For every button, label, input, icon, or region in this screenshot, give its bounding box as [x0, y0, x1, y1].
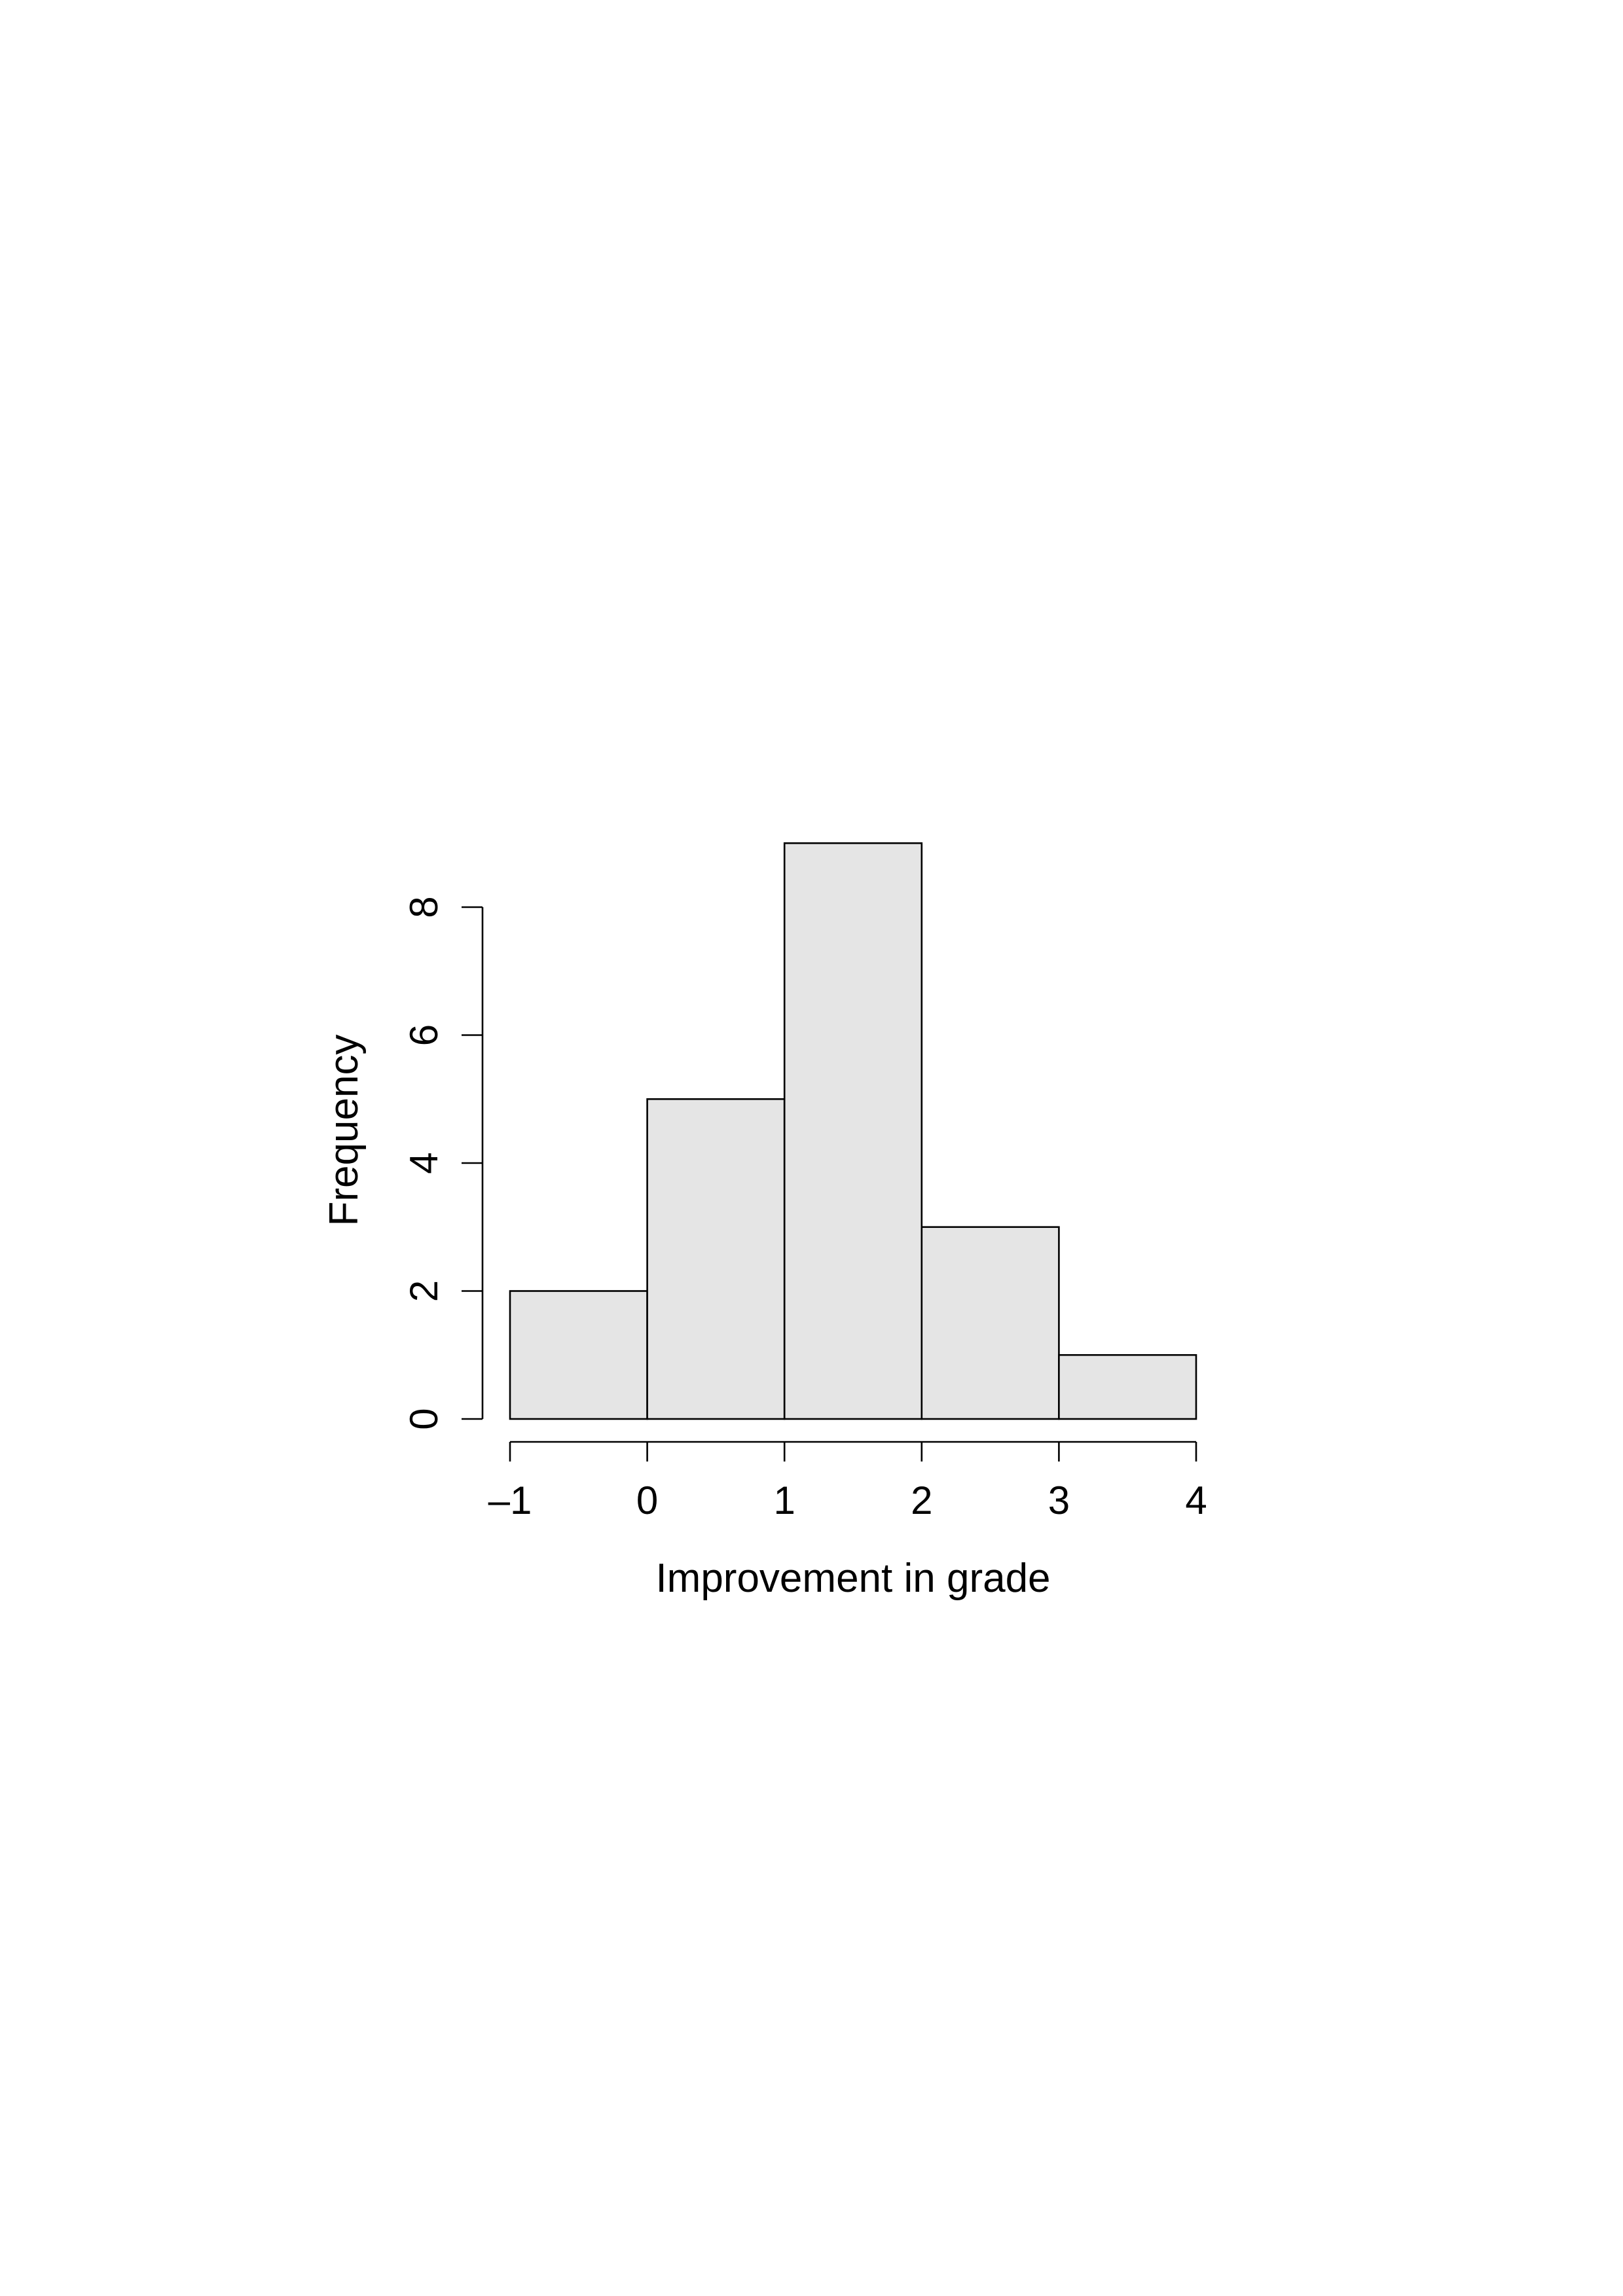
- x-tick-label-5: 4: [1185, 1479, 1207, 1522]
- histogram-bar-3: [921, 1226, 1060, 1420]
- y-axis: 0 2 4 6 8: [402, 896, 484, 1430]
- y-tick-label-3: 6: [402, 1024, 446, 1046]
- x-axis-title: Improvement in grade: [655, 1556, 1050, 1601]
- y-axis-title: Frequency: [321, 1035, 367, 1227]
- y-tick-label-2: 4: [402, 1152, 446, 1174]
- histogram-bar-0: [509, 1290, 648, 1420]
- x-tick-label-0: –1: [488, 1479, 532, 1522]
- y-tick-label-4: 8: [402, 896, 446, 918]
- bars-layer: [509, 842, 1197, 1420]
- x-tick-label-1: 0: [636, 1479, 658, 1522]
- histogram-bar-1: [646, 1098, 786, 1420]
- x-axis: –1 0 1 2 3 4: [488, 1441, 1207, 1522]
- y-tick-label-0: 0: [402, 1408, 446, 1429]
- x-tick-label-4: 3: [1048, 1479, 1070, 1522]
- histogram-bar-4: [1058, 1354, 1197, 1420]
- x-tick-label-3: 2: [911, 1479, 932, 1522]
- histogram-bar-2: [783, 842, 923, 1420]
- x-tick-label-2: 1: [774, 1479, 795, 1522]
- y-tick-label-1: 2: [402, 1280, 446, 1302]
